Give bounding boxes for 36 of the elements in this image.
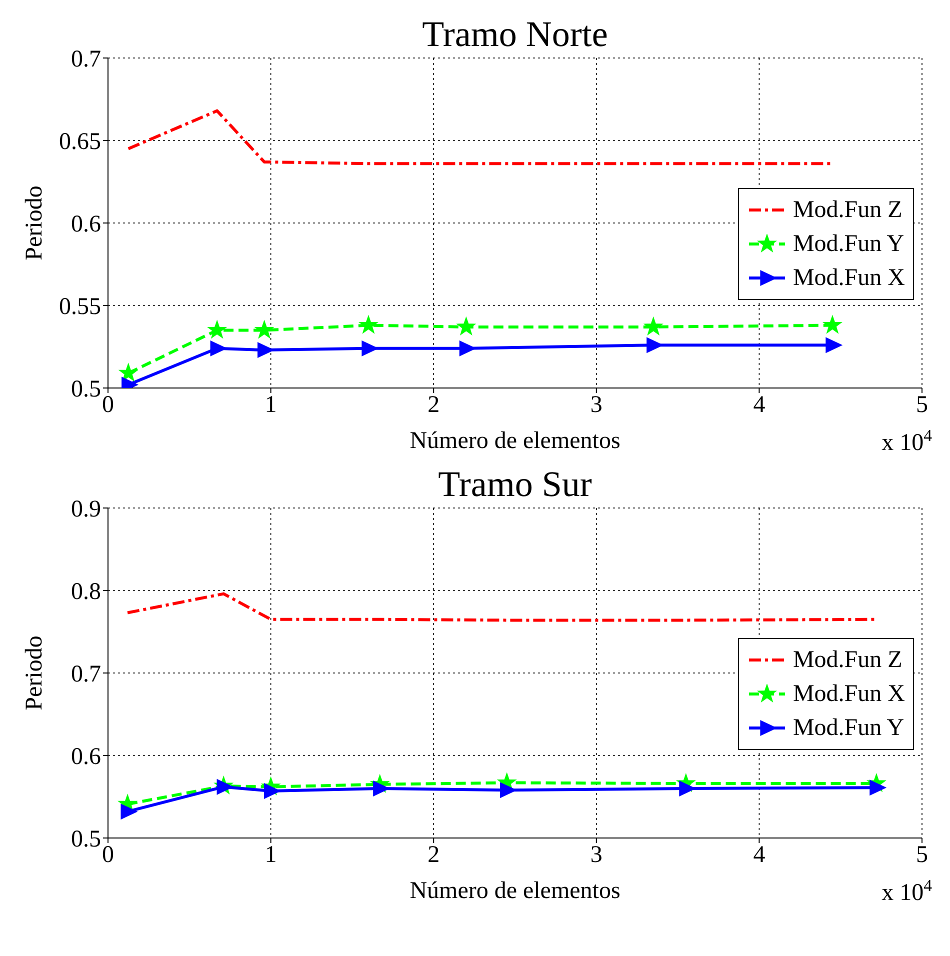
x-tick-label: 2 bbox=[428, 842, 440, 868]
y-tick-label: 0.7 bbox=[71, 662, 101, 688]
legend-label: Mod.Fun X bbox=[792, 264, 905, 293]
y-axis-title: Periodo bbox=[22, 186, 48, 260]
legend-label: Mod.Fun X bbox=[792, 680, 905, 709]
x-tick-label: 1 bbox=[264, 842, 277, 868]
chart-title: Tramo Sur bbox=[438, 464, 592, 504]
legend-label: Mod.Fun Z bbox=[792, 196, 902, 225]
text: x 10$^{4}$ bbox=[882, 876, 933, 906]
y-tick-label: 0.5 bbox=[71, 826, 101, 853]
x-tick-label: 4 bbox=[753, 392, 766, 418]
legend-label: Mod.Fun Z bbox=[792, 646, 902, 675]
x-axis-title: Número de elementos bbox=[410, 428, 620, 454]
text: x 10$^{4}$ bbox=[882, 426, 933, 456]
x-tick-label: 0 bbox=[102, 842, 114, 868]
x-tick-label: 3 bbox=[590, 392, 602, 418]
x-tick-label: 5 bbox=[916, 842, 928, 868]
y-tick-label: 0.65 bbox=[59, 129, 101, 156]
x-tick-label: 0 bbox=[102, 392, 114, 418]
chart-title: Tramo Norte bbox=[422, 14, 608, 54]
x-tick-label: 2 bbox=[428, 392, 440, 418]
legend-label: Mod.Fun Y bbox=[792, 714, 904, 743]
x-tick-label: 3 bbox=[590, 842, 602, 868]
legend-label: Mod.Fun Y bbox=[792, 230, 904, 259]
x-tick-label: 1 bbox=[264, 392, 277, 418]
y-tick-label: 0.5 bbox=[71, 376, 101, 403]
y-axis-title: Periodo bbox=[22, 636, 48, 710]
x-tick-label: 5 bbox=[916, 392, 928, 418]
y-tick-label: 0.6 bbox=[71, 744, 101, 770]
y-tick-label: 0.9 bbox=[71, 496, 101, 523]
y-tick-label: 0.7 bbox=[71, 46, 101, 73]
y-tick-label: 0.6 bbox=[71, 212, 101, 238]
x-axis-title: Número de elementos bbox=[410, 878, 620, 904]
y-tick-label: 0.8 bbox=[71, 579, 101, 606]
y-tick-label: 0.55 bbox=[59, 294, 101, 320]
x-tick-label: 4 bbox=[753, 842, 766, 868]
